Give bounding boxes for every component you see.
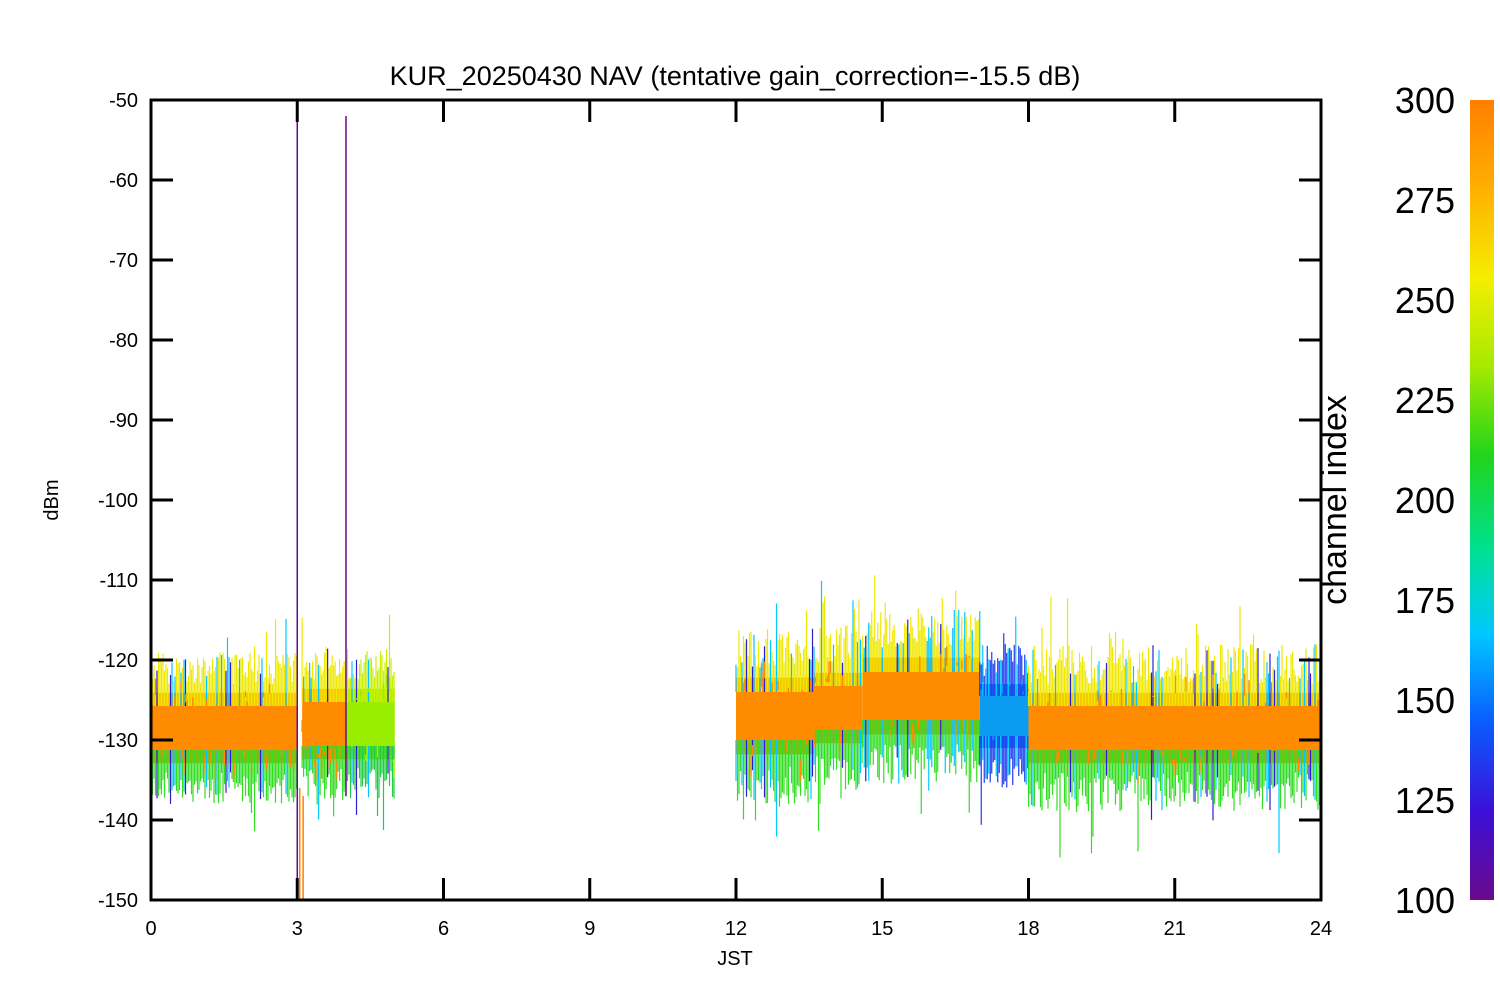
colorbar-tick-label: 175 <box>1395 580 1455 621</box>
y-tick-label: -90 <box>109 410 138 432</box>
y-tick-label: -60 <box>109 170 138 192</box>
colorbar-tick-label: 225 <box>1395 380 1455 421</box>
data-segment <box>151 618 298 832</box>
y-tick-label: -110 <box>99 570 138 592</box>
colorbar-label: channel index <box>1316 395 1354 605</box>
x-tick-label: 0 <box>145 918 156 940</box>
colorbar-tick-label: 275 <box>1395 180 1455 221</box>
x-tick-label: 6 <box>438 918 449 940</box>
x-tick-label: 15 <box>871 918 893 940</box>
y-tick-label: -80 <box>109 330 138 352</box>
colorbar <box>1470 100 1494 900</box>
data-segment <box>979 616 1029 825</box>
y-tick-label: -130 <box>98 730 138 752</box>
x-axis-label: JST <box>717 948 753 970</box>
colorbar-ticks: 300 275 250 225 200 175 150 125 100 <box>1395 80 1455 921</box>
y-axis: -50 -60 -70 -80 -90 -100 -110 -120 -130 -140 -150 <box>98 90 1321 912</box>
x-tick-label: 24 <box>1310 918 1332 940</box>
y-tick-label: -100 <box>98 490 138 512</box>
x-tick-label: 12 <box>725 918 747 940</box>
y-tick-label: -70 <box>109 250 138 272</box>
x-tick-label: 3 <box>292 918 303 940</box>
data-segment <box>301 617 347 820</box>
colorbar-tick-label: 300 <box>1395 80 1455 121</box>
y-tick-label: -140 <box>98 810 138 832</box>
x-tick-label: 18 <box>1017 918 1039 940</box>
colorbar-tick-label: 200 <box>1395 480 1455 521</box>
band-core <box>1028 692 1321 764</box>
colorbar-tick-label: 250 <box>1395 280 1455 321</box>
y-axis-label: dBm <box>41 479 63 520</box>
x-tick-label: 21 <box>1164 918 1186 940</box>
colorbar-tick-label: 100 <box>1395 880 1455 921</box>
y-tick-label: -50 <box>109 90 138 112</box>
colorbar-tick-label: 150 <box>1395 680 1455 721</box>
y-tick-label: -150 <box>98 890 138 912</box>
data-segment <box>735 603 814 837</box>
x-tick-label: 9 <box>584 918 595 940</box>
data-segment <box>345 614 395 831</box>
data-segment <box>1027 596 1321 858</box>
x-axis: 0 3 6 9 12 15 18 21 24 <box>145 100 1332 940</box>
data-segment <box>862 575 981 815</box>
data-layer <box>151 116 1321 900</box>
colorbar-tick-label: 125 <box>1395 780 1455 821</box>
data-segment <box>813 580 863 831</box>
chart-title: KUR_20250430 NAV (tentative gain_correct… <box>390 61 1081 91</box>
y-tick-label: -120 <box>98 650 138 672</box>
